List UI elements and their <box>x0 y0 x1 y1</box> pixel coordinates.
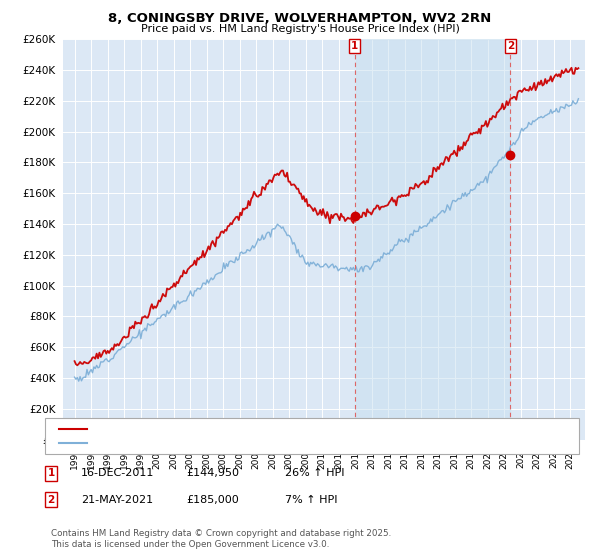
Text: Price paid vs. HM Land Registry's House Price Index (HPI): Price paid vs. HM Land Registry's House … <box>140 24 460 34</box>
Text: 26% ↑ HPI: 26% ↑ HPI <box>285 468 344 478</box>
Text: 2: 2 <box>507 41 514 51</box>
Text: 1: 1 <box>351 41 358 51</box>
Text: Contains HM Land Registry data © Crown copyright and database right 2025.
This d: Contains HM Land Registry data © Crown c… <box>51 529 391 549</box>
Text: 2: 2 <box>47 494 55 505</box>
Text: 7% ↑ HPI: 7% ↑ HPI <box>285 494 337 505</box>
Text: HPI: Average price, semi-detached house, Wolverhampton: HPI: Average price, semi-detached house,… <box>93 438 378 448</box>
Text: £185,000: £185,000 <box>186 494 239 505</box>
Text: 8, CONINGSBY DRIVE, WOLVERHAMPTON, WV2 2RN: 8, CONINGSBY DRIVE, WOLVERHAMPTON, WV2 2… <box>109 12 491 25</box>
Text: 8, CONINGSBY DRIVE, WOLVERHAMPTON, WV2 2RN (semi-detached house): 8, CONINGSBY DRIVE, WOLVERHAMPTON, WV2 2… <box>93 424 461 434</box>
Text: 1: 1 <box>47 468 55 478</box>
Bar <box>355 39 511 440</box>
Text: 21-MAY-2021: 21-MAY-2021 <box>81 494 153 505</box>
Text: £144,950: £144,950 <box>186 468 239 478</box>
Text: 16-DEC-2011: 16-DEC-2011 <box>81 468 154 478</box>
